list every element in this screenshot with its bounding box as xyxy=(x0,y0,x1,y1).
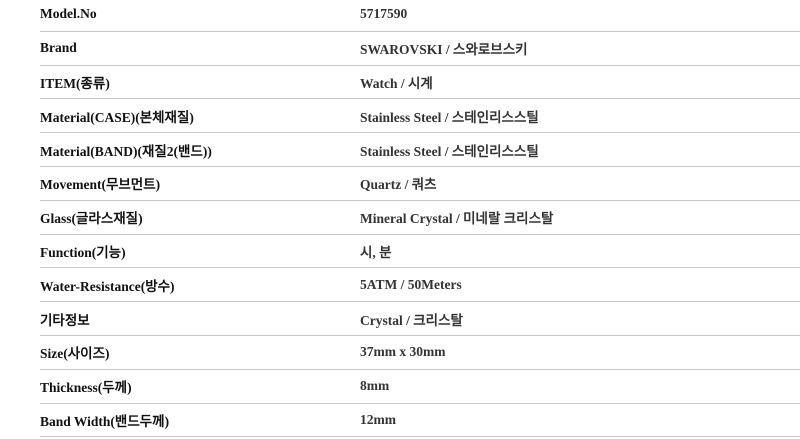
spec-row: Material(CASE)(본체재질) Stainless Steel / 스테… xyxy=(40,99,800,134)
spec-label: Material(CASE)(본체재질) xyxy=(40,109,194,125)
spec-row: Glass(글라스재질) Mineral Crystal / 미네랄 크리스탈 xyxy=(40,201,800,235)
spec-row: Band Width(밴드두께) 12mm xyxy=(40,404,800,438)
spec-row: ITEM(종류) Watch / 시계 xyxy=(40,66,800,100)
spec-label: Glass(글라스재질) xyxy=(40,211,143,227)
spec-label: Band Width(밴드두께) xyxy=(40,413,170,429)
spec-value: Crystal / 크리스탈 xyxy=(360,312,463,328)
spec-row: Material(BAND)(재질2(밴드)) Stainless Steel /… xyxy=(40,133,800,167)
spec-row: Thickness(두께) 8mm xyxy=(40,370,800,404)
spec-row: Water-Resistance(방수) 5ATM / 50Meters xyxy=(40,268,800,303)
spec-label: Movement(무브먼트) xyxy=(40,177,161,193)
spec-label: 기타정보 xyxy=(40,312,90,328)
spec-value: 8mm xyxy=(360,378,390,394)
spec-value: Watch / 시계 xyxy=(360,75,433,91)
spec-value: 12mm xyxy=(360,411,396,427)
spec-row: 기타정보 Crystal / 크리스탈 xyxy=(40,302,800,336)
spec-label: Function(기능) xyxy=(40,244,126,260)
spec-value: 37mm x 30mm xyxy=(360,344,446,360)
spec-label: ITEM(종류) xyxy=(40,75,110,91)
spec-value: Stainless Steel / 스테인리스스틸 xyxy=(360,109,539,125)
spec-row: Size(사이즈) 37mm x 30mm xyxy=(40,336,800,370)
spec-label: Material(BAND)(재질2(밴드)) xyxy=(40,143,212,159)
spec-value: SWAROVSKI / 스와로브스키 xyxy=(360,42,528,58)
spec-value: 5ATM / 50Meters xyxy=(360,276,462,292)
spec-label: Size(사이즈) xyxy=(40,346,110,362)
spec-value: 시, 분 xyxy=(360,244,392,260)
spec-label: Model.No xyxy=(40,6,97,22)
spec-label: Thickness(두께) xyxy=(40,380,132,396)
spec-value: Quartz / 쿼츠 xyxy=(360,177,437,193)
spec-label: Brand xyxy=(40,40,77,56)
spec-value: Mineral Crystal / 미네랄 크리스탈 xyxy=(360,211,554,227)
spec-row: Model.No 5717590 xyxy=(40,0,800,32)
spec-row: Brand SWAROVSKI / 스와로브스키 xyxy=(40,32,800,66)
spec-row: Movement(무브먼트) Quartz / 쿼츠 xyxy=(40,167,800,201)
spec-value: 5717590 xyxy=(360,6,408,22)
spec-table: Model.No 5717590 Brand SWAROVSKI / 스와로브스키 IT… xyxy=(40,0,800,438)
spec-label: Water-Resistance(방수) xyxy=(40,278,175,294)
spec-row: Function(기능) 시, 분 xyxy=(40,235,800,269)
spec-value: Stainless Steel / 스테인리스스틸 xyxy=(360,143,539,159)
